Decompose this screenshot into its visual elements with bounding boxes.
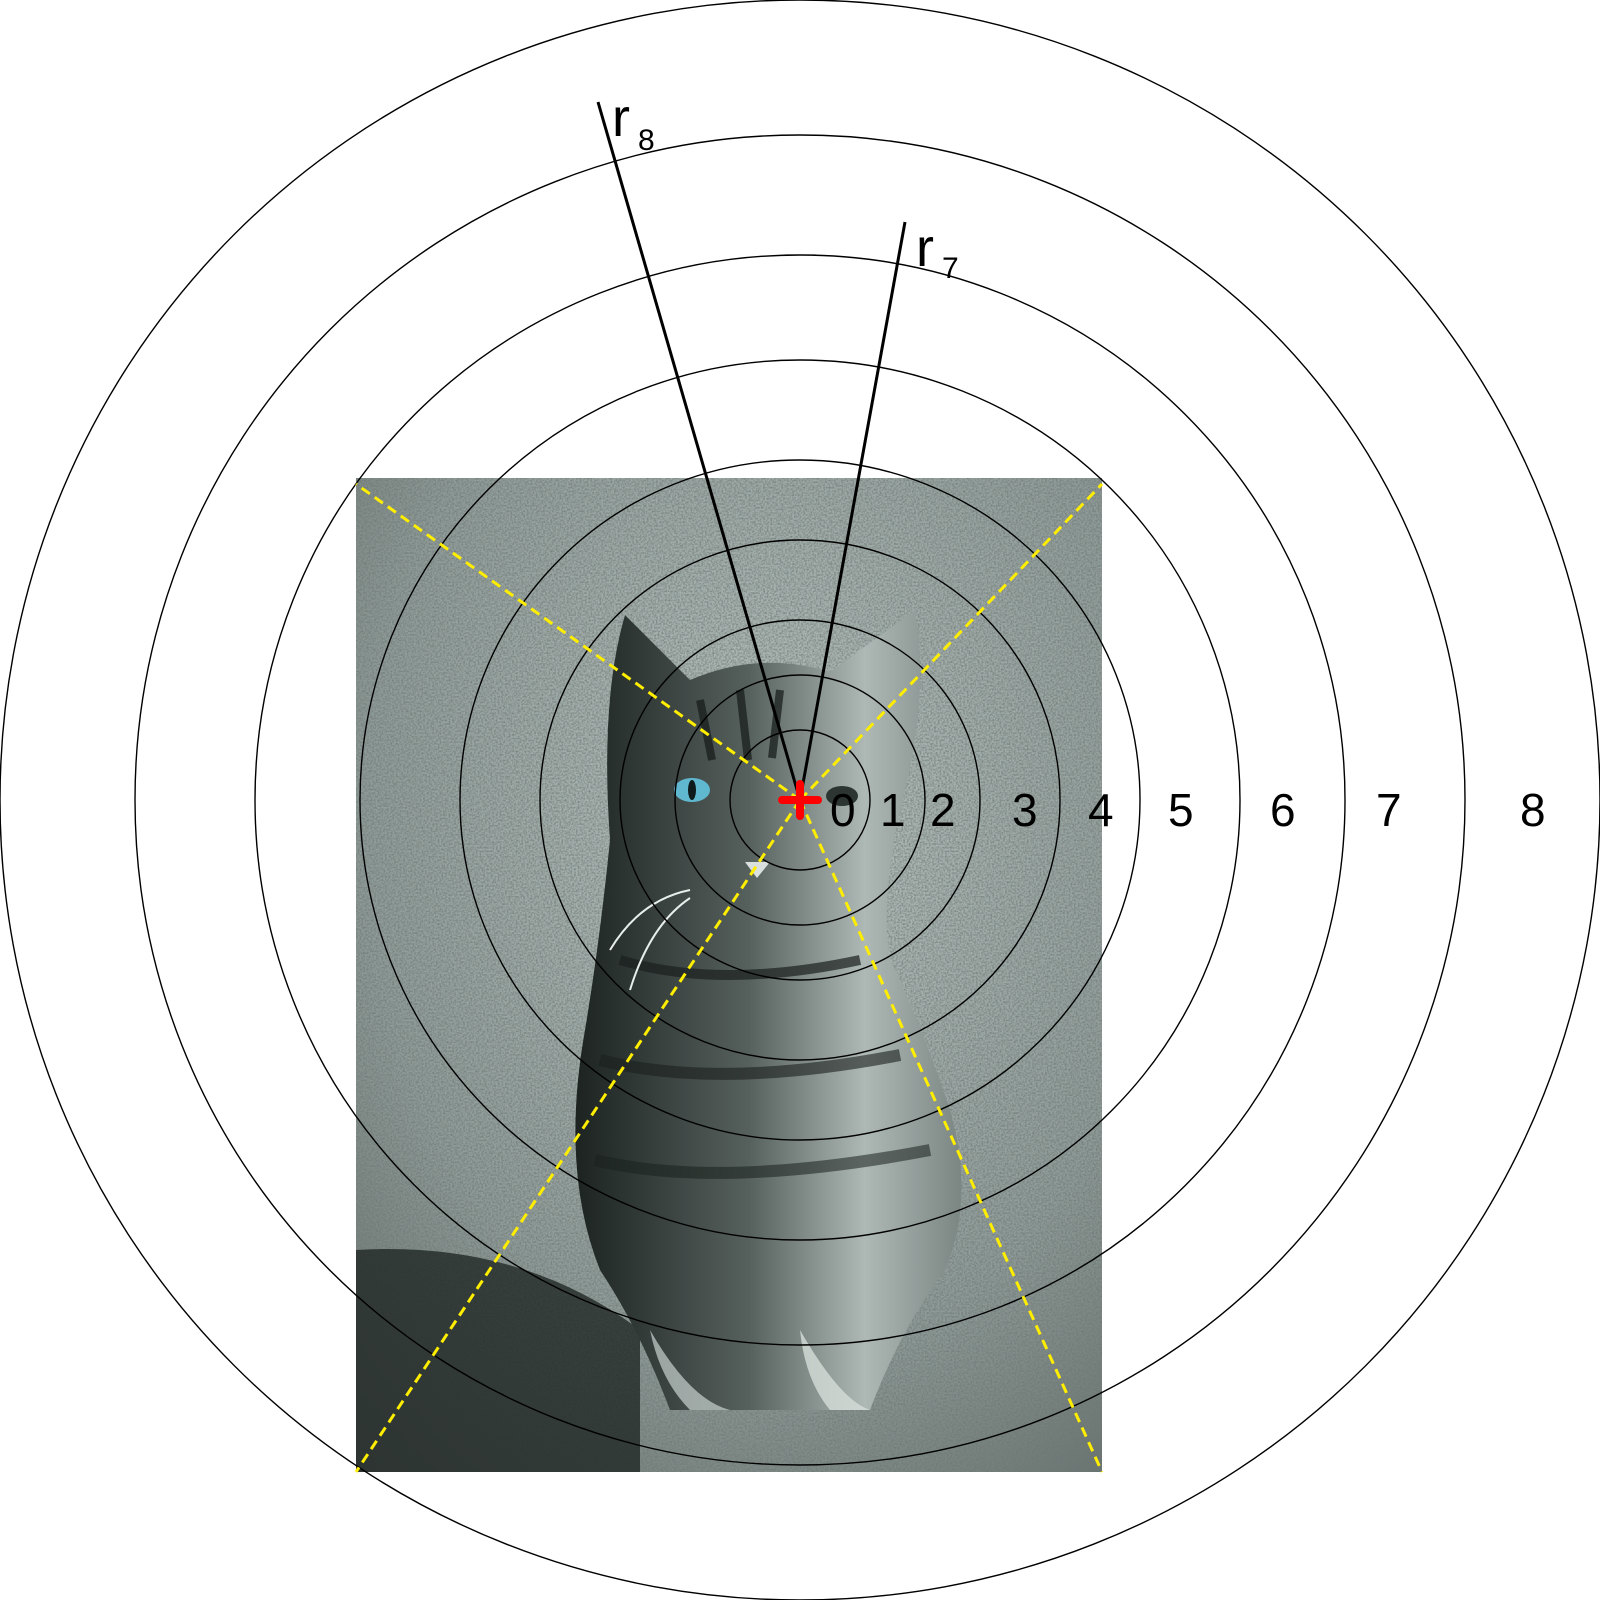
radius-lines — [596, 101, 907, 801]
diagonal-1 — [798, 482, 1104, 802]
radius-label-r8: r — [612, 88, 630, 148]
cat-silhouette — [575, 610, 962, 1410]
ring-2 — [619, 619, 981, 981]
ring-label-0: 0 — [830, 784, 856, 836]
ring-labels: 0 1 2 3 4 5 6 7 8 — [830, 784, 1546, 836]
radius-label-r8-sub: 8 — [638, 124, 655, 157]
center-marker — [778, 780, 822, 820]
radius-label-r7: r — [916, 218, 934, 278]
radius-line-r8 — [596, 101, 802, 801]
ring-0 — [729, 729, 871, 871]
diagonal-0 — [355, 482, 801, 802]
diagonal-3 — [798, 799, 1104, 1473]
ring-3 — [539, 539, 1061, 1061]
radius-line-r7 — [798, 221, 907, 801]
ring-1 — [674, 674, 926, 926]
ring-label-6: 6 — [1270, 784, 1296, 836]
ring-label-7: 7 — [1376, 784, 1402, 836]
ring-4 — [459, 459, 1141, 1141]
radius-labels: r 8 r 7 — [612, 88, 959, 285]
radius-label-r7-sub: 7 — [942, 252, 959, 285]
ring-label-8: 8 — [1520, 784, 1546, 836]
ring-label-3: 3 — [1012, 784, 1038, 836]
diagonal-2 — [354, 799, 802, 1473]
ring-7 — [134, 134, 1466, 1466]
ring-label-5: 5 — [1168, 784, 1194, 836]
cat-photo — [356, 478, 1102, 1472]
ring-5 — [359, 359, 1241, 1241]
ring-label-2: 2 — [930, 784, 956, 836]
ring-label-4: 4 — [1088, 784, 1114, 836]
ring-6 — [254, 254, 1346, 1346]
ring-label-1: 1 — [880, 784, 906, 836]
yellow-diagonals — [354, 482, 1104, 1473]
